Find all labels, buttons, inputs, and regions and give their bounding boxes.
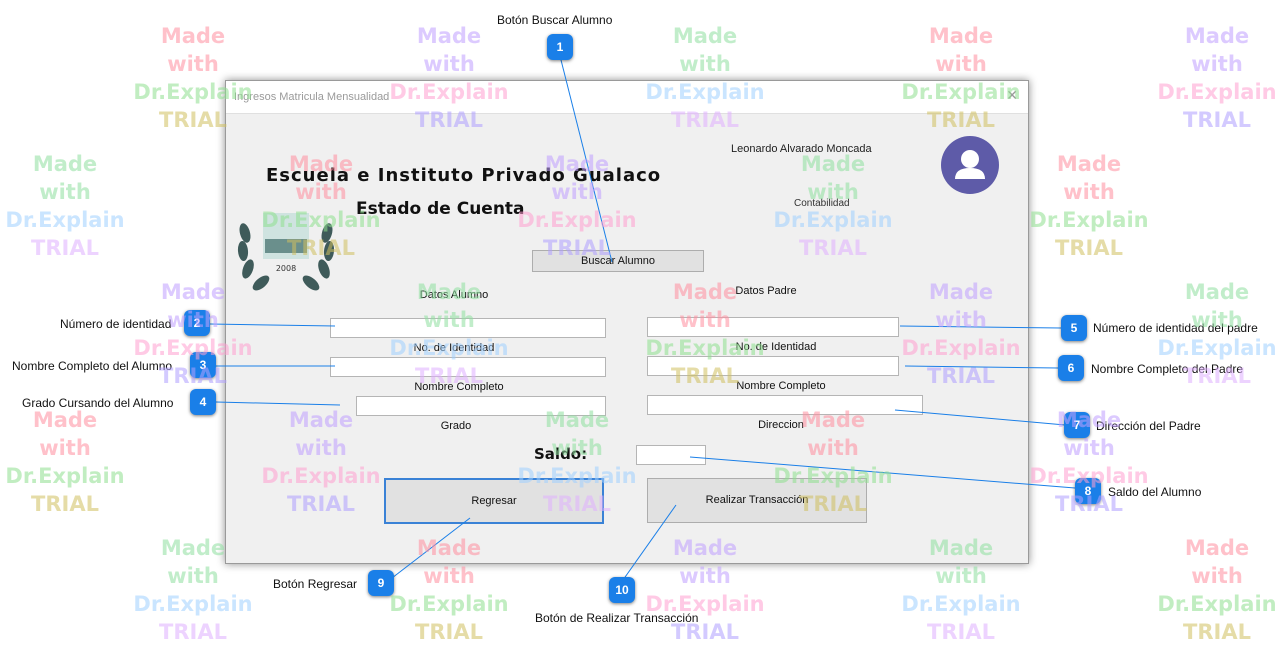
user-name: Leonardo Alvarado Moncada bbox=[731, 143, 872, 155]
callout-line-8 bbox=[689, 456, 1076, 489]
callout-badge-1: 1 bbox=[547, 34, 573, 60]
father-section-label: Datos Padre bbox=[735, 285, 797, 297]
close-icon[interactable]: ✕ bbox=[1006, 87, 1018, 103]
callout-badge-8: 8 bbox=[1075, 478, 1101, 504]
user-role: Contabilidad bbox=[794, 198, 850, 209]
callout-label-7: Dirección del Padre bbox=[1096, 419, 1201, 433]
callout-label-9: Botón Regresar bbox=[273, 577, 358, 591]
callout-line-9 bbox=[391, 517, 471, 579]
father-id-field[interactable] bbox=[647, 317, 899, 337]
callout-badge-4: 4 bbox=[190, 389, 216, 415]
callout-badge-3: 3 bbox=[190, 352, 216, 378]
callout-badge-2: 2 bbox=[184, 310, 210, 336]
callout-badge-7: 7 bbox=[1064, 412, 1090, 438]
father-address-field[interactable] bbox=[647, 395, 923, 415]
father-name-label: Nombre Completo bbox=[736, 380, 826, 392]
title-bar: Ingresos Matricula Mensualidad ✕ bbox=[226, 81, 1028, 114]
callout-label-5: Número de identidad del padre bbox=[1093, 321, 1258, 335]
student-grade-field[interactable] bbox=[356, 396, 606, 416]
father-address-label: Direccion bbox=[758, 419, 804, 431]
callout-label-1: Botón Buscar Alumno bbox=[497, 13, 613, 27]
balance-label: Saldo: bbox=[534, 445, 588, 463]
student-id-field[interactable] bbox=[330, 318, 606, 338]
page-title: Estado de Cuenta bbox=[356, 199, 525, 219]
user-avatar-icon bbox=[941, 136, 999, 194]
callout-label-3: Nombre Completo del Alumno bbox=[12, 359, 173, 373]
callout-badge-5: 5 bbox=[1061, 315, 1087, 341]
callout-line-7 bbox=[894, 409, 1066, 426]
app-window: Ingresos Matricula Mensualidad ✕ Escuela… bbox=[225, 80, 1029, 564]
callout-label-8: Saldo del Alumno bbox=[1108, 485, 1202, 499]
father-id-label: No. de Identidad bbox=[735, 341, 817, 353]
school-logo-icon: 2008 bbox=[231, 193, 341, 297]
student-name-label: Nombre Completo bbox=[414, 381, 504, 393]
callout-line-2 bbox=[209, 323, 336, 327]
callout-line-5 bbox=[899, 325, 1062, 329]
student-id-label: No. de Identidad bbox=[413, 342, 495, 354]
student-grade-label: Grado bbox=[440, 420, 472, 432]
student-section-label: Datos Alumno bbox=[419, 289, 489, 301]
callout-line-4 bbox=[215, 401, 341, 406]
window-title: Ingresos Matricula Mensualidad bbox=[234, 91, 390, 103]
back-button[interactable]: Regresar bbox=[384, 478, 604, 524]
callout-badge-10: 10 bbox=[609, 577, 635, 603]
balance-field bbox=[636, 445, 706, 465]
callout-label-2: Número de identidad bbox=[60, 317, 172, 331]
callout-badge-6: 6 bbox=[1058, 355, 1084, 381]
student-name-field[interactable] bbox=[330, 357, 606, 377]
callout-line-6 bbox=[904, 365, 1059, 369]
callout-label-6: Nombre Completo del Padre bbox=[1091, 362, 1244, 376]
school-name: Escuela e Instituto Privado Gualaco bbox=[266, 165, 662, 186]
transaction-button[interactable]: Realizar Transacción bbox=[647, 478, 867, 523]
callout-line-1 bbox=[559, 55, 613, 263]
father-name-field[interactable] bbox=[647, 356, 899, 376]
callout-line-10 bbox=[622, 504, 677, 581]
logo-year: 2008 bbox=[276, 264, 296, 273]
callout-badge-9: 9 bbox=[368, 570, 394, 596]
callout-label-4: Grado Cursando del Alumno bbox=[22, 396, 174, 410]
callout-label-10: Botón de Realizar Transacción bbox=[535, 611, 699, 625]
search-student-button[interactable]: Buscar Alumno bbox=[532, 250, 704, 272]
